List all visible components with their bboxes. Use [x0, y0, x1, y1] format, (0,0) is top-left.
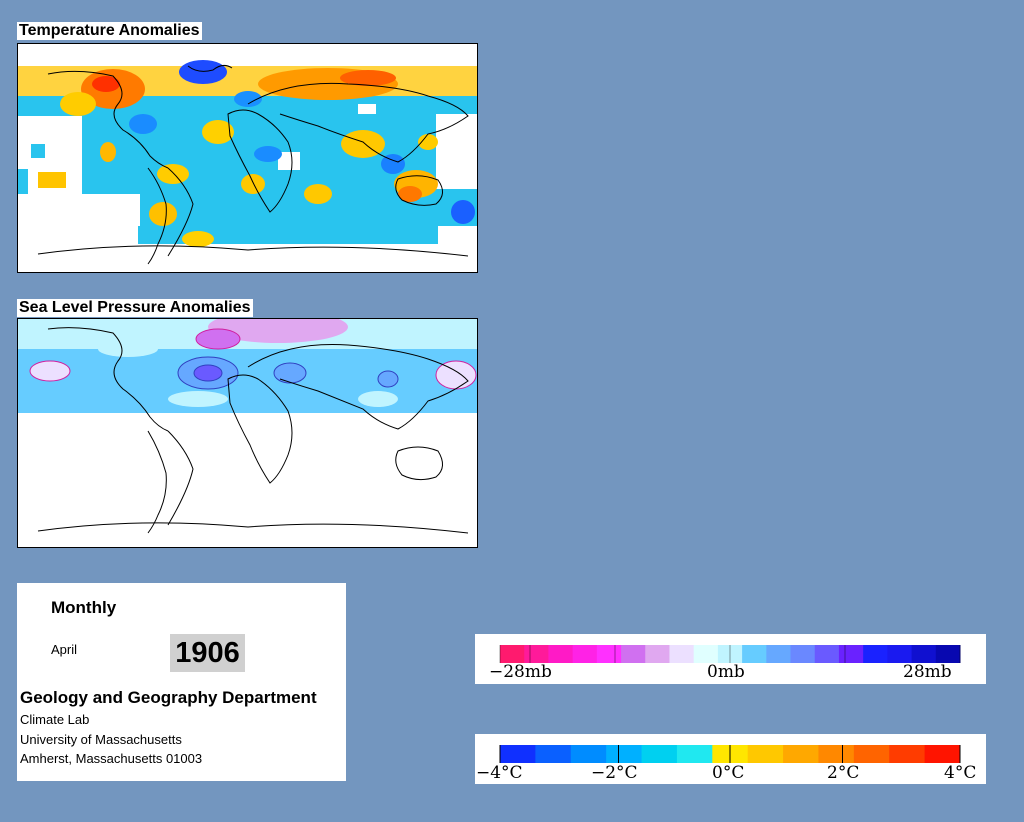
temperature-anomaly-map — [17, 43, 478, 273]
pressure-anomaly-map — [17, 318, 478, 548]
pressure-colorbar-swatch — [596, 645, 622, 663]
temperature-colorbar-swatch — [818, 745, 855, 763]
pressure-colorbar-swatch — [838, 645, 864, 663]
pressure-colorbar-swatch — [935, 645, 961, 663]
pressure-colorbar-swatch — [500, 645, 525, 663]
frequency-label: Monthly — [51, 598, 117, 617]
pressure-colorbar-swatch — [790, 645, 816, 663]
temperature-colorbar-swatch — [747, 745, 784, 763]
temperature-colorbar-swatch — [500, 745, 536, 763]
temperature-colorbar-swatch — [783, 745, 819, 763]
pressure-colorbar-swatch — [524, 645, 549, 663]
pressure-colorbar-swatch — [572, 645, 598, 663]
temperature-tick-plus4: 4°C — [944, 763, 976, 783]
temperature-map-title: Temperature Anomalies — [17, 22, 202, 40]
pressure-colorbar-swatch — [742, 645, 767, 663]
pressure-colorbar-swatch — [766, 645, 792, 663]
pressure-map-graphic — [18, 319, 477, 547]
pressure-colorbar-swatch — [548, 645, 574, 663]
pressure-colorbar-swatch — [911, 645, 937, 663]
temperature-tick-plus2: 2°C — [827, 763, 859, 783]
pressure-colorbar-swatch — [887, 645, 913, 663]
pressure-legend: −28mb 0mb 28mb — [475, 634, 986, 684]
temperature-tick-minus2: −2°C — [591, 763, 638, 783]
address-line-city: Amherst, Massachusetts 01003 — [20, 751, 203, 766]
info-panel: Monthly April 1906 Geology and Geography… — [17, 583, 346, 781]
temperature-colorbar-swatch — [570, 745, 607, 763]
temperature-colorbar: −4°C −2°C 0°C 2°C 4°C — [476, 745, 976, 783]
temperature-tick-zero: 0°C — [712, 763, 744, 783]
temperature-map-graphic — [18, 44, 477, 272]
pressure-colorbar-swatch — [645, 645, 670, 663]
pressure-colorbar-swatch — [717, 645, 743, 663]
department-name: Geology and Geography Department — [20, 688, 317, 707]
temperature-colorbar-swatch — [676, 745, 713, 763]
pressure-tick-min: −28mb — [489, 662, 552, 682]
pressure-colorbar-swatch — [814, 645, 840, 663]
pressure-colorbar-swatch — [863, 645, 888, 663]
temperature-colorbar-swatch — [889, 745, 926, 763]
pressure-colorbar-swatch — [669, 645, 695, 663]
address-line-lab: Climate Lab — [20, 712, 90, 727]
temperature-colorbar-swatch — [853, 745, 890, 763]
pressure-colorbar-swatch — [621, 645, 646, 663]
year-display: 1906 — [170, 634, 245, 672]
pressure-colorbar: −28mb 0mb 28mb — [489, 645, 961, 682]
temperature-legend: −4°C −2°C 0°C 2°C 4°C — [475, 734, 986, 784]
pressure-colorbar-swatch — [693, 645, 719, 663]
pressure-map-title: Sea Level Pressure Anomalies — [17, 299, 253, 317]
temperature-colorbar-swatch — [641, 745, 678, 763]
temperature-tick-minus4: −4°C — [476, 763, 523, 783]
month-label: April — [51, 642, 78, 657]
temperature-colorbar-swatch — [535, 745, 572, 763]
temperature-colorbar-swatch — [606, 745, 643, 763]
temperature-colorbar-swatch — [924, 745, 961, 763]
address-line-university: University of Massachusetts — [20, 732, 182, 747]
pressure-tick-zero: 0mb — [707, 662, 745, 682]
pressure-tick-max: 28mb — [903, 662, 952, 682]
